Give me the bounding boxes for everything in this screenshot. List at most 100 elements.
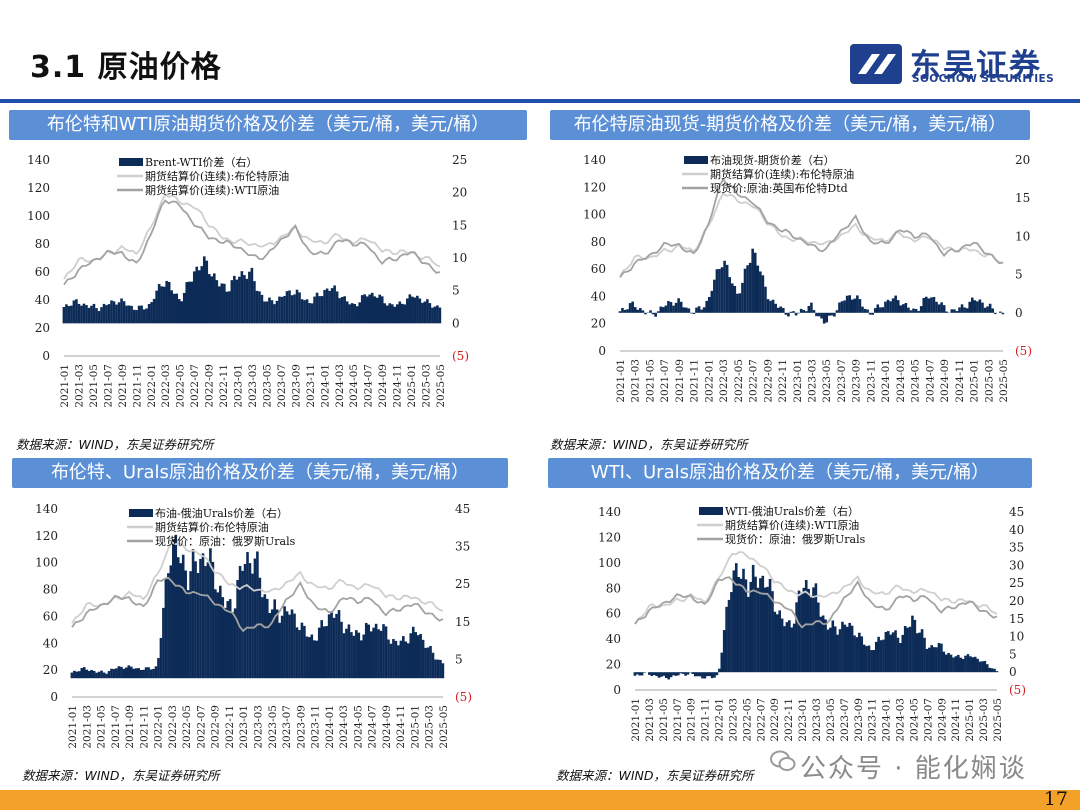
spread-bar: [870, 650, 873, 673]
spread-bar: [142, 309, 146, 324]
spread-bar: [902, 304, 905, 313]
spread-bar: [327, 614, 331, 679]
spread-bar: [976, 301, 979, 313]
spread-bar: [853, 635, 856, 673]
spread-bar: [901, 634, 905, 673]
spread-bar: [679, 672, 683, 674]
spread-bar: [130, 305, 133, 324]
spread-bar: [368, 294, 372, 324]
spread-bar: [358, 302, 361, 324]
spread-bar: [804, 579, 808, 673]
spread-bar: [248, 563, 252, 679]
spread-bar: [280, 615, 284, 679]
spread-bar: [810, 302, 813, 313]
spread-bar: [258, 577, 262, 679]
spread-bar: [787, 312, 790, 317]
spread-bar: [220, 283, 224, 324]
spread-bar: [132, 309, 136, 324]
spread-bar: [235, 279, 239, 324]
spread-bar: [80, 305, 83, 324]
spread-bar: [737, 576, 740, 673]
x-tick-label: 2023-07: [839, 698, 851, 742]
spread-bar: [330, 612, 333, 679]
spread-bar: [205, 260, 209, 324]
spread-bar: [134, 668, 138, 679]
spread-bar: [667, 672, 670, 680]
spread-bar: [219, 585, 222, 679]
legend-label: WTI-俄油Urals价差（右）: [725, 504, 859, 518]
spread-bar: [253, 281, 256, 324]
spread-bar: [191, 549, 195, 679]
x-tick-label: 2025-03: [424, 705, 436, 749]
spread-bar: [290, 609, 294, 679]
spread-bar: [107, 671, 111, 679]
x-tick-label: 2023-11: [310, 705, 322, 749]
spread-bar: [434, 659, 437, 679]
spread-bar: [117, 302, 121, 324]
spread-bar: [179, 563, 183, 679]
spread-bar: [186, 590, 190, 679]
left-tick-label: 140: [583, 153, 606, 167]
spread-bar: [80, 668, 84, 679]
spread-bar: [323, 289, 326, 324]
x-tick-label: 2023-09: [295, 705, 307, 749]
spread-bar: [804, 311, 808, 313]
x-tick-label: 2021-07: [672, 698, 684, 742]
spread-bar: [850, 299, 854, 313]
price-line-1: [619, 192, 1004, 277]
spread-bar: [843, 624, 847, 673]
spread-bar: [105, 305, 108, 324]
spread-bar: [915, 633, 919, 673]
chart-2-header: 布伦特原油现货-期货价格及价差（美元/桶，美元/桶）: [550, 110, 1030, 140]
spread-bar: [807, 588, 810, 673]
spread-bar: [176, 557, 180, 679]
spread-bar: [956, 654, 960, 673]
spread-bar: [684, 307, 688, 313]
spread-bar: [764, 286, 767, 313]
spread-bar: [725, 264, 729, 313]
chart-4-header: WTI、Urals原油价格及价差（美元/桶，美元/桶）: [548, 458, 1032, 488]
spread-bar: [981, 661, 984, 673]
spread-bar: [973, 300, 977, 313]
spread-bar: [228, 599, 232, 679]
spread-bar: [117, 666, 121, 679]
spread-bar: [812, 310, 816, 313]
spread-bar: [958, 307, 961, 313]
x-tick-label: 2022-11: [783, 698, 795, 742]
spread-bar: [393, 306, 397, 324]
spread-bar: [838, 629, 842, 673]
spread-bar: [988, 667, 991, 673]
spread-bar: [436, 659, 440, 679]
spread-bar: [184, 570, 187, 679]
spread-bar: [315, 292, 319, 324]
spread-bar: [672, 672, 675, 676]
spread-bar: [265, 301, 269, 324]
x-tick-label: 2023-09: [851, 359, 863, 403]
spread-bar: [388, 303, 392, 324]
left-tick-label: 100: [598, 556, 621, 570]
x-tick-label: 2024-07: [367, 705, 379, 749]
x-tick-label: 2023-11: [865, 359, 877, 403]
spread-bar: [766, 299, 770, 313]
page-title: 3.1 原油价格: [30, 50, 222, 85]
spread-bar: [218, 286, 221, 324]
spread-bar: [730, 283, 734, 313]
x-tick-label: 2025-05: [435, 364, 447, 408]
spread-bar: [152, 298, 156, 324]
spread-bar: [778, 610, 781, 673]
spread-bar: [817, 602, 820, 673]
spread-bar: [983, 307, 987, 313]
spread-bar: [703, 672, 707, 679]
spread-bar: [644, 312, 647, 315]
spread-bar: [648, 672, 651, 675]
spread-bar: [942, 651, 946, 673]
spread-bar: [165, 280, 168, 324]
x-tick-label: 2025-01: [409, 705, 421, 749]
spread-bar: [922, 297, 926, 313]
spread-bar: [233, 608, 237, 679]
left-tick-label: 20: [35, 321, 50, 335]
price-line-2: [619, 177, 1004, 278]
spread-bar: [669, 301, 673, 313]
spread-bar: [896, 637, 900, 673]
